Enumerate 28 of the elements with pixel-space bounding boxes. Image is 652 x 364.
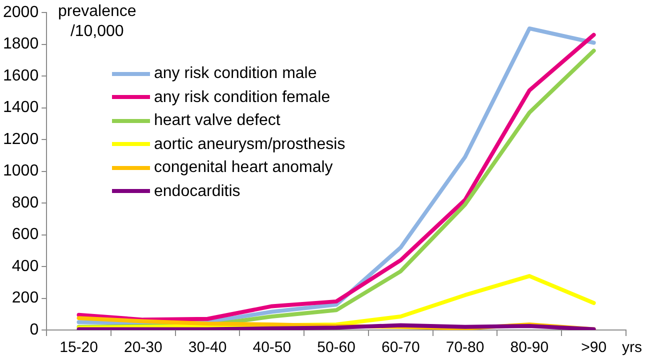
y-tick-label: 2000 — [3, 4, 39, 22]
y-tick-label: 1800 — [3, 36, 39, 53]
y-tick-label: 200 — [12, 290, 39, 307]
x-tick-label: 40-50 — [252, 339, 292, 356]
legend-label: any risk condition female — [153, 88, 332, 108]
legend-label: aortic aneurysm/prosthesis — [153, 134, 346, 154]
x-tick-label: >90 — [581, 339, 607, 356]
y-axis-title: prevalence /10,000 — [58, 2, 136, 42]
x-tick-label: 15-20 — [60, 339, 98, 356]
y-tick-label: 1400 — [3, 99, 39, 116]
y-tick-label: 1600 — [3, 67, 39, 84]
x-tick-label: 70-80 — [446, 339, 484, 356]
legend-label: any risk condition male — [153, 64, 318, 84]
x-tick-label: 20-30 — [124, 339, 162, 356]
x-tick-label: 80-90 — [510, 339, 549, 356]
y-tick-label: 800 — [12, 194, 39, 212]
x-tick-label: 60-70 — [381, 339, 420, 356]
legend-label: congenital heart anomaly — [153, 158, 334, 178]
y-tick-label: 0 — [30, 321, 39, 338]
y-tick-label: 600 — [12, 226, 39, 244]
y-tick-label: 1200 — [3, 130, 39, 148]
x-tick-label: 30-40 — [188, 339, 227, 356]
y-tick-label: 1000 — [3, 162, 39, 180]
legend-label: endocarditis — [153, 182, 242, 202]
x-axis-title: yrs — [622, 339, 642, 356]
y-tick-label: 400 — [12, 258, 39, 275]
legend-label: heart valve defect — [153, 111, 282, 131]
x-tick-label: 50-60 — [317, 339, 356, 356]
